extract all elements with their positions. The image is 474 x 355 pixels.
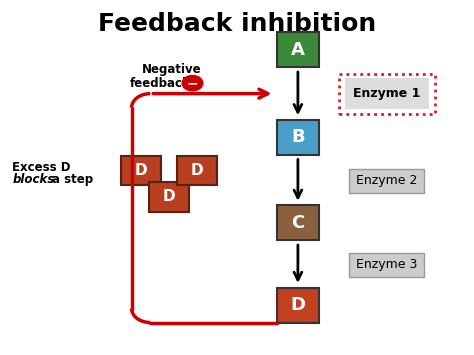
FancyBboxPatch shape xyxy=(277,32,319,67)
Text: D: D xyxy=(163,189,175,204)
FancyBboxPatch shape xyxy=(277,288,319,323)
FancyBboxPatch shape xyxy=(349,253,424,277)
FancyBboxPatch shape xyxy=(345,78,429,109)
Text: blocks: blocks xyxy=(12,173,55,186)
FancyBboxPatch shape xyxy=(149,182,189,212)
FancyBboxPatch shape xyxy=(277,206,319,240)
Text: D: D xyxy=(135,163,147,178)
Circle shape xyxy=(182,76,203,91)
Text: Negative: Negative xyxy=(142,63,201,76)
Text: A: A xyxy=(291,41,305,59)
FancyBboxPatch shape xyxy=(121,155,161,185)
Text: Enzyme 2: Enzyme 2 xyxy=(356,175,418,187)
Text: B: B xyxy=(291,128,305,146)
FancyBboxPatch shape xyxy=(177,155,217,185)
Text: C: C xyxy=(291,214,304,232)
Text: Enzyme 1: Enzyme 1 xyxy=(353,87,420,100)
FancyBboxPatch shape xyxy=(349,169,424,193)
Text: D: D xyxy=(191,163,203,178)
Text: Excess D: Excess D xyxy=(12,160,71,174)
Text: Enzyme 3: Enzyme 3 xyxy=(356,258,418,271)
Text: a step: a step xyxy=(52,173,93,186)
Text: D: D xyxy=(291,296,305,314)
Text: feedback: feedback xyxy=(129,77,190,90)
Text: Feedback inhibition: Feedback inhibition xyxy=(98,11,376,36)
Text: −: − xyxy=(187,76,198,90)
FancyBboxPatch shape xyxy=(277,120,319,155)
